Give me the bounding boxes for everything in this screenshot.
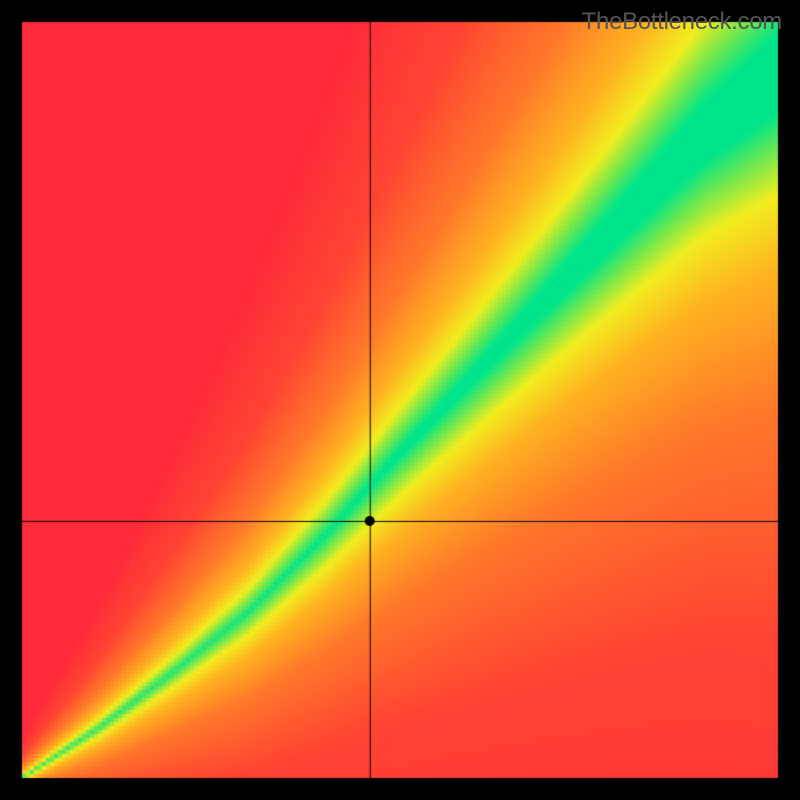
chart-container: TheBottleneck.com [0, 0, 800, 800]
heatmap-canvas [0, 0, 800, 800]
watermark-text: TheBottleneck.com [582, 8, 782, 36]
